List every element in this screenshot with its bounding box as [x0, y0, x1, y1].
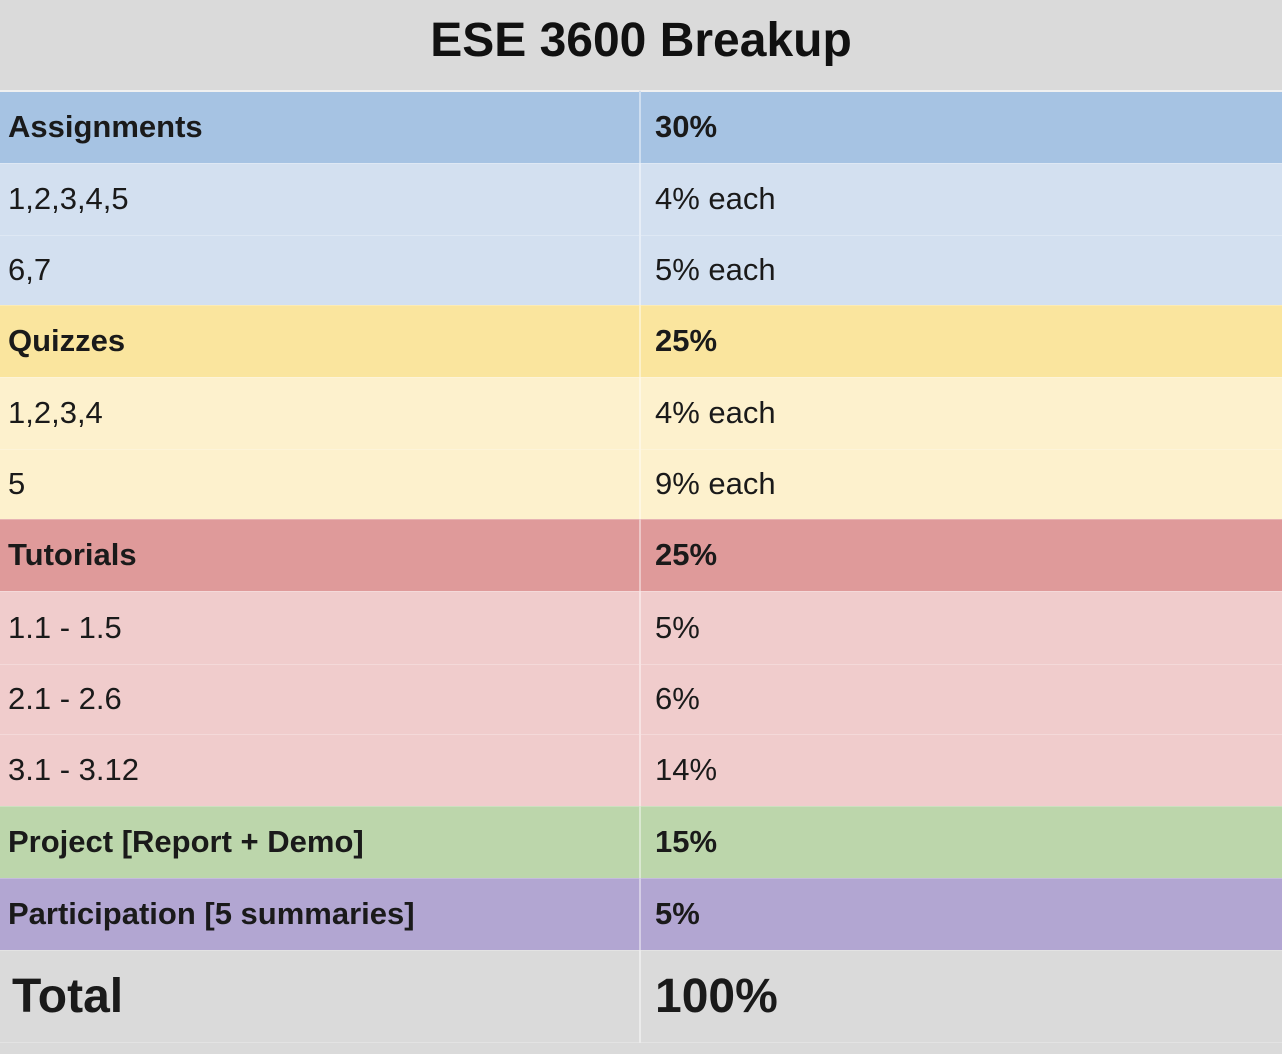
section-item-row: 2.1 - 2.6 6% [0, 664, 1282, 735]
section-item-row: 1,2,3,4 4% each [0, 377, 1282, 450]
section-header-row-label: Tutorials [0, 519, 641, 592]
section-header-row-label: Assignments [0, 91, 641, 164]
section-header-row: Project [Report + Demo] 15% [0, 806, 1282, 879]
grade-breakdown-table: Assignments 30% 1,2,3,4,5 4% each 6,7 5% each… [0, 90, 1282, 1043]
section-header-row-value: 30% [640, 91, 1282, 164]
section-header-row: Participation [5 summaries] 5% [0, 878, 1282, 951]
section-header-row-value: 5% [640, 878, 1282, 951]
section-item-row: 3.1 - 3.12 14% [0, 734, 1282, 807]
section-item-row-label: 1.1 - 1.5 [0, 591, 641, 665]
section-item-row: 1,2,3,4,5 4% each [0, 163, 1282, 236]
section-item-row-value: 4% each [640, 377, 1282, 450]
section-item-row-label: 6,7 [0, 235, 641, 306]
section-item-row: 6,7 5% each [0, 235, 1282, 306]
page-title: ESE 3600 Breakup [0, 0, 1282, 90]
section-header-row-label: Quizzes [0, 305, 641, 378]
section-item-row: 5 9% each [0, 449, 1282, 520]
section-item-row-value: 4% each [640, 163, 1282, 236]
section-item-row-label: 1,2,3,4 [0, 377, 641, 450]
section-header-row-value: 15% [640, 806, 1282, 879]
section-item-row-value: 5% [640, 591, 1282, 665]
section-header-row: Tutorials 25% [0, 519, 1282, 592]
total-row-label: Total [0, 950, 641, 1043]
table-body: Assignments 30% 1,2,3,4,5 4% each 6,7 5% each… [0, 91, 1282, 1043]
section-item-row-label: 2.1 - 2.6 [0, 664, 641, 735]
section-header-row-label: Participation [5 summaries] [0, 878, 641, 951]
total-row: Total 100% [0, 950, 1282, 1043]
section-item-row-value: 5% each [640, 235, 1282, 306]
section-item-row: 1.1 - 1.5 5% [0, 591, 1282, 665]
section-header-row-value: 25% [640, 519, 1282, 592]
section-item-row-label: 1,2,3,4,5 [0, 163, 641, 236]
section-header-row: Quizzes 25% [0, 305, 1282, 378]
total-row-value: 100% [640, 950, 1282, 1043]
section-item-row-label: 3.1 - 3.12 [0, 734, 641, 807]
section-header-row-label: Project [Report + Demo] [0, 806, 641, 879]
section-item-row-value: 6% [640, 664, 1282, 735]
section-header-row-value: 25% [640, 305, 1282, 378]
section-header-row: Assignments 30% [0, 91, 1282, 164]
section-item-row-label: 5 [0, 449, 641, 520]
section-item-row-value: 9% each [640, 449, 1282, 520]
section-item-row-value: 14% [640, 734, 1282, 807]
